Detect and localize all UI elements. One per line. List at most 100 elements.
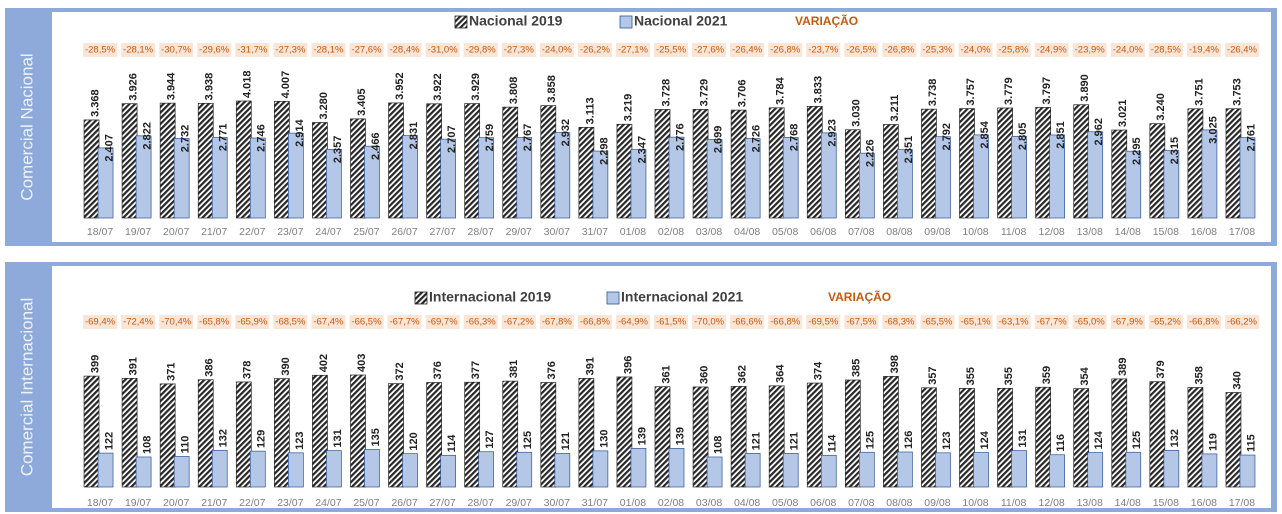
variation-label: -65,2% — [1151, 317, 1182, 328]
bar — [197, 102, 214, 219]
value-label: 3.938 — [204, 73, 216, 101]
x-tick-label: 07/08 — [848, 497, 874, 509]
value-label: 2.767 — [522, 124, 534, 152]
variation-label: -25,5% — [656, 45, 687, 56]
variation-box — [349, 43, 384, 57]
variation-box — [197, 43, 232, 57]
value-label: 3.779 — [1003, 77, 1015, 105]
variation-box — [654, 315, 688, 329]
value-label: 2.759 — [484, 124, 496, 152]
bar — [858, 451, 875, 488]
variation-box — [1110, 315, 1145, 329]
bar — [668, 448, 685, 488]
bar — [578, 127, 595, 219]
value-label: 357 — [927, 366, 939, 384]
value-label: 3.890 — [1079, 74, 1091, 102]
bar — [654, 109, 671, 219]
variation-box — [121, 43, 156, 57]
x-tick-label: 21/07 — [201, 497, 227, 509]
bar — [440, 138, 456, 219]
x-tick-label: 27/07 — [429, 226, 455, 238]
bar — [897, 149, 913, 219]
bar — [782, 137, 799, 219]
legend-swatch — [414, 291, 428, 305]
bar — [326, 450, 342, 488]
value-label: 139 — [636, 427, 648, 445]
variation-label: -67,7% — [389, 317, 420, 328]
x-tick-label: 05/08 — [772, 226, 798, 238]
value-label: 121 — [789, 432, 801, 450]
bar — [820, 132, 837, 219]
x-tick-label: 28/07 — [468, 226, 494, 238]
variation-label: -67,4% — [313, 317, 344, 328]
variation-box — [1186, 315, 1221, 329]
x-tick-label: 19/07 — [125, 226, 151, 238]
value-label: 391 — [584, 357, 596, 375]
value-label: 124 — [979, 430, 991, 449]
bar — [1073, 388, 1090, 488]
value-label: 390 — [280, 357, 292, 375]
bar — [768, 385, 785, 488]
x-tick-label: 11/08 — [1001, 497, 1027, 509]
value-label: 355 — [1003, 367, 1015, 385]
x-tick-label: 16/08 — [1191, 497, 1217, 509]
bar — [782, 453, 799, 488]
bar — [630, 149, 647, 219]
value-label: 3.751 — [1193, 78, 1205, 106]
variation-label: -27,1% — [618, 45, 649, 56]
variation-label: -27,6% — [351, 45, 382, 56]
value-label: 3.405 — [356, 88, 368, 116]
bar — [616, 123, 633, 219]
variation-label: -70,4% — [161, 317, 192, 328]
value-label: 2.466 — [370, 132, 382, 160]
variation-label: -27,6% — [694, 45, 725, 56]
bar — [516, 137, 533, 219]
variation-label: -68,3% — [884, 317, 915, 328]
variation-box — [159, 43, 194, 57]
bar — [478, 137, 495, 219]
value-label: 4.007 — [280, 71, 292, 99]
value-label: 2.831 — [408, 122, 420, 150]
value-label: 2.732 — [180, 125, 192, 153]
variation-label: -69,7% — [428, 317, 459, 328]
variation-box — [425, 315, 460, 329]
value-label: 4.018 — [242, 70, 254, 98]
value-label: 376 — [546, 361, 558, 379]
x-tick-label: 23/07 — [277, 497, 303, 509]
bar — [540, 105, 557, 219]
variation-label: -19,4% — [1189, 45, 1220, 56]
value-label: 2.295 — [1131, 137, 1143, 165]
value-label: 127 — [484, 430, 496, 448]
legend-label: VARIAÇÃO — [795, 13, 858, 28]
x-tick-label: 08/08 — [886, 226, 912, 238]
x-tick-label: 18/07 — [87, 497, 113, 509]
variation-label: -68,5% — [275, 317, 306, 328]
value-label: 3.211 — [889, 95, 901, 122]
bar — [844, 129, 861, 219]
variation-label: -26,4% — [1227, 45, 1258, 56]
bar — [592, 150, 609, 219]
bar — [249, 450, 266, 488]
variation-box — [235, 315, 270, 329]
bar — [540, 382, 557, 488]
bar — [350, 374, 366, 488]
variation-label: -63,1% — [999, 317, 1030, 328]
bar — [211, 449, 228, 488]
bar — [249, 137, 266, 219]
value-label: 3.025 — [1207, 116, 1219, 144]
value-label: 110 — [180, 436, 192, 454]
variation-label: -25,3% — [922, 45, 953, 56]
variation-box — [1148, 315, 1183, 329]
variation-box — [501, 315, 536, 329]
variation-label: -69,5% — [808, 317, 839, 328]
bar — [364, 145, 380, 219]
x-tick-label: 04/08 — [734, 226, 760, 238]
value-label: 360 — [698, 366, 710, 384]
variation-box — [844, 315, 879, 329]
x-tick-label: 23/07 — [277, 226, 303, 238]
variation-box — [806, 43, 841, 57]
bar — [350, 118, 366, 219]
variation-label: -65,5% — [922, 317, 953, 328]
bar — [1187, 387, 1204, 488]
value-label: 126 — [903, 431, 915, 449]
